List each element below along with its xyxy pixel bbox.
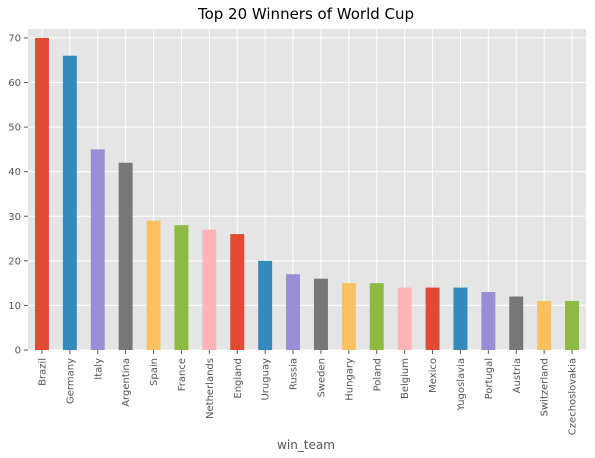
x-tick-label: England [233,358,244,399]
y-tick-label: 70 [8,33,21,44]
bar-hungary [341,283,356,350]
bar-czechoslovakia [565,300,580,350]
x-tick-label: Spain [149,358,160,386]
y-tick-label: 60 [8,78,21,89]
x-tick-label: Poland [372,358,383,391]
x-tick-label: Italy [93,358,104,380]
bar-portugal [481,292,496,350]
bar-italy [90,149,105,350]
y-tick-label: 40 [8,167,21,178]
x-tick-label: Switzerland [540,358,551,416]
x-tick-label: Hungary [344,358,355,401]
x-axis-label: win_team [277,438,335,452]
bar-yugoslavia [453,287,468,350]
y-tick-label: 50 [8,123,21,134]
y-tick-label: 0 [15,346,21,357]
x-tick-label: Brazil [37,358,48,386]
bar-russia [286,274,301,350]
x-tick-label: Belgium [400,358,411,399]
x-tick-label: Austria [512,358,523,393]
x-tick-label: Germany [65,358,76,404]
bar-uruguay [258,260,273,350]
bar-spain [146,220,161,350]
y-axis-ticks: 0 10 20 30 40 50 60 70 [8,33,28,357]
y-tick-label: 20 [8,256,21,267]
bar-france [174,225,189,350]
bar-sweden [313,278,328,350]
x-tick-label: Yugoslavia [456,358,467,412]
bar-germany [62,55,77,350]
bar-mexico [425,287,440,350]
x-tick-label: Mexico [428,358,439,393]
x-tick-label: Argentina [121,358,132,407]
x-tick-label: Czechoslovakia [568,358,579,435]
bar-netherlands [202,229,217,350]
bar-argentina [118,162,133,350]
x-tick-label: Netherlands [205,358,216,419]
bar-switzerland [537,300,552,350]
chart-title: Top 20 Winners of World Cup [197,5,414,23]
bar-poland [369,283,384,350]
x-tick-label: Uruguay [261,358,272,401]
bars [34,37,580,351]
bar-brazil [34,37,49,351]
bar-england [230,234,245,350]
x-tick-label: Russia [289,358,300,390]
x-axis-ticks: Brazil Germany Italy Argentina Spain France Ne… [37,350,579,435]
bar-austria [509,296,524,350]
x-tick-label: France [177,358,188,391]
y-tick-label: 30 [8,212,21,223]
x-tick-label: Portugal [484,358,495,399]
y-tick-label: 10 [8,301,21,312]
x-tick-label: Sweden [316,358,327,398]
bar-belgium [397,287,412,350]
plot-area [28,29,586,350]
